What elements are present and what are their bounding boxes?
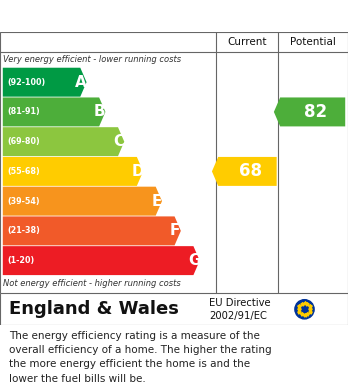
Text: (69-80): (69-80)	[7, 137, 40, 146]
Text: EU Directive
2002/91/EC: EU Directive 2002/91/EC	[209, 298, 270, 321]
Text: Very energy efficient - lower running costs: Very energy efficient - lower running co…	[3, 55, 181, 64]
Text: A: A	[75, 75, 87, 90]
Text: E: E	[151, 194, 161, 209]
Polygon shape	[3, 68, 87, 97]
Text: (39-54): (39-54)	[7, 197, 40, 206]
Text: (55-68): (55-68)	[7, 167, 40, 176]
Polygon shape	[3, 97, 105, 126]
Polygon shape	[274, 97, 345, 126]
Text: 82: 82	[304, 103, 327, 121]
Text: F: F	[170, 223, 181, 239]
Text: (21-38): (21-38)	[7, 226, 40, 235]
Text: England & Wales: England & Wales	[9, 300, 179, 318]
Text: D: D	[131, 164, 144, 179]
Polygon shape	[3, 246, 200, 275]
Text: (1-20): (1-20)	[7, 256, 34, 265]
Text: 68: 68	[239, 162, 262, 180]
Polygon shape	[3, 187, 162, 215]
Text: G: G	[188, 253, 200, 268]
Polygon shape	[3, 157, 143, 186]
Text: C: C	[113, 134, 124, 149]
Polygon shape	[212, 157, 277, 186]
Text: The energy efficiency rating is a measure of the
overall efficiency of a home. T: The energy efficiency rating is a measur…	[9, 330, 271, 384]
Ellipse shape	[295, 300, 314, 319]
Text: Potential: Potential	[290, 37, 336, 47]
Polygon shape	[3, 216, 181, 246]
Text: (81-91): (81-91)	[7, 108, 40, 117]
Text: B: B	[94, 104, 106, 119]
Text: Not energy efficient - higher running costs: Not energy efficient - higher running co…	[3, 279, 181, 288]
Text: Energy Efficiency Rating: Energy Efficiency Rating	[9, 9, 230, 23]
Polygon shape	[3, 127, 124, 156]
Text: Current: Current	[228, 37, 267, 47]
Text: (92-100): (92-100)	[7, 78, 45, 87]
